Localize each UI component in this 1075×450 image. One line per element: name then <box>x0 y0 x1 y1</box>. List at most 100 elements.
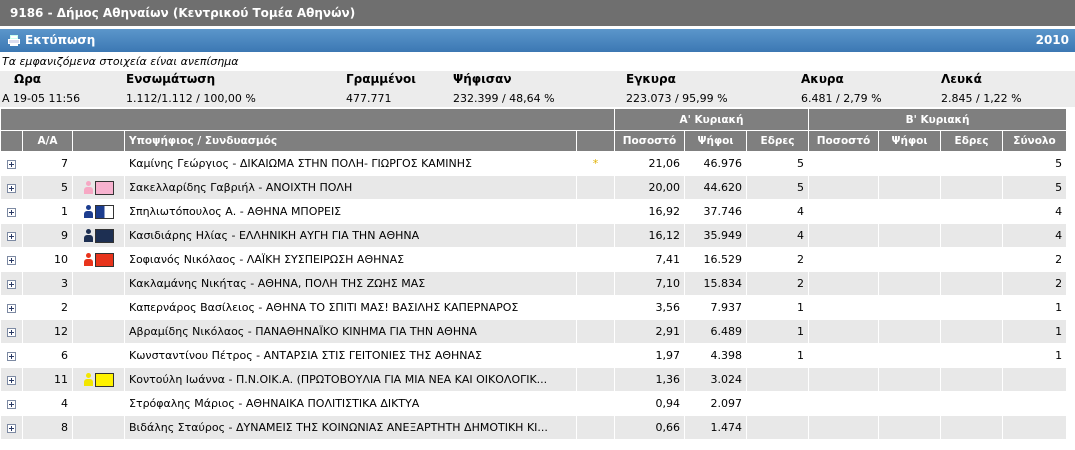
cell-pct-b <box>808 343 880 368</box>
expand-plus-icon[interactable] <box>7 399 16 409</box>
expand-cell[interactable] <box>0 415 23 440</box>
col-pct-a: Ποσοστό <box>614 130 686 152</box>
cell-total: 5 <box>1002 175 1068 200</box>
table-row[interactable]: 4 Στρόφαλης Μάριος - ΑΘΗΝΑΙΚΑ ΠΟΛΙΤΙΣΤΙΚ… <box>0 391 1068 416</box>
cell-total: 5 <box>1002 151 1068 176</box>
table-row[interactable]: 3 Κακλαμάνης Νικήτας - ΑΘΗΝΑ, ΠΟΛΗ ΤΗΣ Ζ… <box>0 271 1068 296</box>
cell-votes-a: 15.834 <box>684 271 748 296</box>
expand-plus-icon[interactable] <box>7 255 16 265</box>
cell-logo <box>72 415 125 440</box>
table-row[interactable]: 10 Σοφιανός Νικόλαος - ΛΑΪΚΗ ΣΥΣΠΕΙΡΩΣΗ … <box>0 247 1068 272</box>
cell-pct-b <box>808 415 880 440</box>
person-icon <box>83 373 93 386</box>
table-row[interactable]: 9 Κασιδιάρης Ηλίας - ΕΛΛΗΝΙΚΗ ΑΥΓΗ ΓΙΑ Τ… <box>0 223 1068 248</box>
leader-star-icon <box>575 415 616 440</box>
expand-cell[interactable] <box>0 151 23 176</box>
cell-votes-b <box>878 175 942 200</box>
col-votes-b: Ψήφοι <box>878 130 942 152</box>
results-table: Α' Κυριακή Β' Κυριακή Α/Α Υποψήφιος / Συ… <box>0 108 1068 440</box>
expand-plus-icon[interactable] <box>7 423 16 433</box>
summary-header-invalid: Ακυρα <box>801 72 844 86</box>
expand-plus-icon[interactable] <box>7 231 16 241</box>
cell-votes-b <box>878 415 942 440</box>
table-row[interactable]: 7 Καμίνης Γεώργιος - ΔΙΚΑΙΩΜΑ ΣΤΗΝ ΠΟΛΗ-… <box>0 151 1068 176</box>
party-flag-icon <box>94 372 114 387</box>
table-row[interactable]: 11 Κοντούλη Ιωάννα - Π.Ν.ΟΙΚ.Α. (ΠΡΩΤΟΒΟ… <box>0 367 1068 392</box>
table-row[interactable]: 6 Κωνσταντίνου Πέτρος - ΑΝΤΑΡΣΙΑ ΣΤΙΣ ΓΕ… <box>0 343 1068 368</box>
cell-logo <box>72 175 125 200</box>
cell-logo <box>72 367 125 392</box>
expand-cell[interactable] <box>0 343 23 368</box>
cell-aa: 9 <box>22 223 73 248</box>
expand-cell[interactable] <box>0 319 23 344</box>
expand-plus-icon[interactable] <box>7 303 16 313</box>
summary-value-valid: 223.073 / 95,99 % <box>626 92 728 105</box>
unofficial-note: Τα εμφανιζόμενα στοιχεία είναι ανεπίσημα <box>2 55 239 68</box>
cell-seats-a <box>746 415 810 440</box>
col-seats-b: Εδρες <box>940 130 1004 152</box>
header-spacer <box>0 108 616 131</box>
cell-logo <box>72 199 125 224</box>
party-logo-icon <box>83 228 114 243</box>
col-star <box>575 130 616 152</box>
expand-cell[interactable] <box>0 223 23 248</box>
party-logo-icon <box>83 252 114 267</box>
expand-plus-icon[interactable] <box>7 279 16 289</box>
expand-plus-icon[interactable] <box>7 207 16 217</box>
cell-candidate: Βιδάλης Σταύρος - ΔΥΝΑΜΕΙΣ ΤΗΣ ΚΟΙΝΩΝΙΑΣ… <box>124 415 577 440</box>
cell-votes-a: 44.620 <box>684 175 748 200</box>
expand-plus-icon[interactable] <box>7 159 16 169</box>
cell-pct-b <box>808 319 880 344</box>
cell-seats-b <box>940 175 1004 200</box>
cell-aa: 5 <box>22 175 73 200</box>
summary-value-integration: 1.112/1.112 / 100,00 % <box>126 92 256 105</box>
cell-votes-b <box>878 151 942 176</box>
table-row[interactable]: 5 Σακελλαρίδης Γαβριήλ - ΑΝΟΙΧΤΗ ΠΟΛΗ 20… <box>0 175 1068 200</box>
cell-total: 1 <box>1002 295 1068 320</box>
cell-pct-b <box>808 391 880 416</box>
expand-plus-icon[interactable] <box>7 327 16 337</box>
cell-aa: 8 <box>22 415 73 440</box>
expand-cell[interactable] <box>0 367 23 392</box>
cell-candidate: Σακελλαρίδης Γαβριήλ - ΑΝΟΙΧΤΗ ΠΟΛΗ <box>124 175 577 200</box>
expand-cell[interactable] <box>0 175 23 200</box>
cell-seats-a: 5 <box>746 175 810 200</box>
cell-seats-b <box>940 223 1004 248</box>
cell-total <box>1002 415 1068 440</box>
print-button[interactable]: Εκτύπωση <box>8 29 95 52</box>
cell-pct-b <box>808 175 880 200</box>
expand-cell[interactable] <box>0 271 23 296</box>
table-row[interactable]: 12 Αβραμίδης Νικόλαος - ΠΑΝΑΘΗΝΑΪΚΟ ΚΙΝΗ… <box>0 319 1068 344</box>
party-flag-icon <box>94 204 114 219</box>
expand-plus-icon[interactable] <box>7 351 16 361</box>
cell-votes-a: 3.024 <box>684 367 748 392</box>
cell-votes-a: 35.949 <box>684 223 748 248</box>
summary-value-invalid: 6.481 / 2,79 % <box>801 92 882 105</box>
cell-seats-b <box>940 391 1004 416</box>
cell-votes-b <box>878 295 942 320</box>
table-row[interactable]: 1 Σπηλιωτόπουλος Α. - ΑΘΗΝΑ ΜΠΟΡΕΙΣ 16,9… <box>0 199 1068 224</box>
cell-pct-b <box>808 247 880 272</box>
cell-pct-a: 20,00 <box>614 175 686 200</box>
group-header-second-round: Β' Κυριακή <box>808 108 1068 131</box>
person-icon <box>83 253 93 266</box>
cell-pct-b <box>808 199 880 224</box>
cell-pct-a: 7,41 <box>614 247 686 272</box>
expand-cell[interactable] <box>0 199 23 224</box>
cell-aa: 10 <box>22 247 73 272</box>
party-flag-icon <box>94 228 114 243</box>
cell-candidate: Σπηλιωτόπουλος Α. - ΑΘΗΝΑ ΜΠΟΡΕΙΣ <box>124 199 577 224</box>
cell-total: 1 <box>1002 343 1068 368</box>
cell-votes-b <box>878 271 942 296</box>
expand-plus-icon[interactable] <box>7 375 16 385</box>
cell-pct-a: 3,56 <box>614 295 686 320</box>
expand-cell[interactable] <box>0 247 23 272</box>
leader-star-icon <box>575 319 616 344</box>
expand-cell[interactable] <box>0 391 23 416</box>
expand-plus-icon[interactable] <box>7 183 16 193</box>
cell-seats-b <box>940 295 1004 320</box>
cell-votes-a: 4.398 <box>684 343 748 368</box>
table-row[interactable]: 2 Καπερνάρος Βασίλειος - ΑΘΗΝΑ ΤΟ ΣΠΙΤΙ … <box>0 295 1068 320</box>
table-row[interactable]: 8 Βιδάλης Σταύρος - ΔΥΝΑΜΕΙΣ ΤΗΣ ΚΟΙΝΩΝΙ… <box>0 415 1068 440</box>
expand-cell[interactable] <box>0 295 23 320</box>
